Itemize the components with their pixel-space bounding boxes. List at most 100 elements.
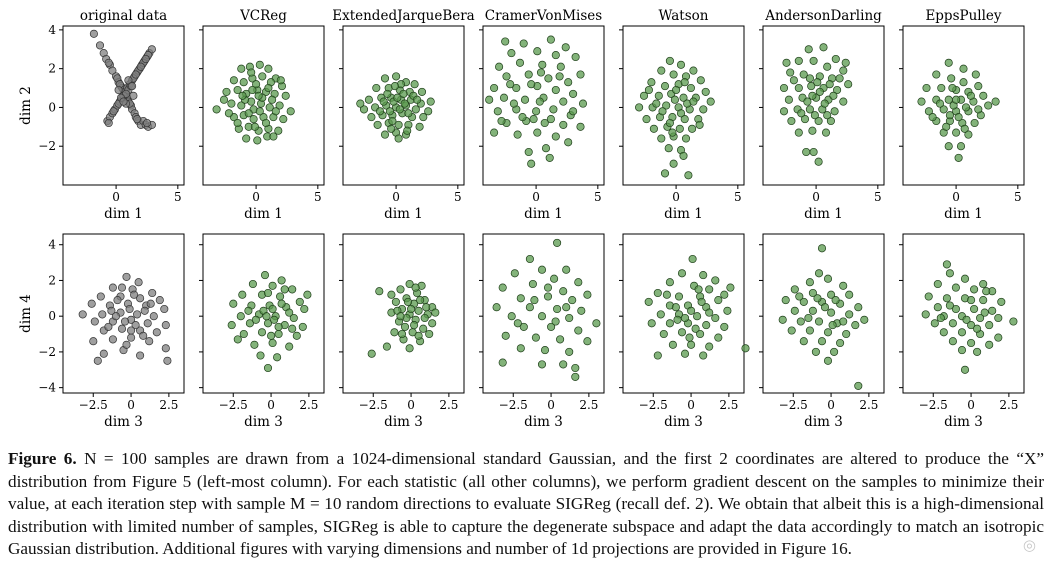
x-tick-label: −2.5 bbox=[779, 398, 808, 412]
data-point bbox=[147, 45, 156, 54]
data-point bbox=[89, 29, 98, 38]
data-point bbox=[687, 306, 696, 315]
data-point bbox=[149, 312, 158, 321]
x-tick-label: 0 bbox=[127, 398, 135, 412]
data-point bbox=[111, 312, 120, 321]
data-point bbox=[253, 136, 262, 145]
data-point bbox=[263, 288, 273, 298]
data-point bbox=[257, 328, 267, 337]
data-point bbox=[988, 306, 997, 315]
data-point bbox=[984, 101, 993, 110]
data-point bbox=[799, 337, 808, 346]
x-axis-label: dim 3 bbox=[804, 414, 843, 430]
data-point bbox=[142, 118, 152, 128]
data-point bbox=[789, 76, 798, 85]
data-point bbox=[397, 329, 407, 339]
panel-title: AndersonDarling bbox=[764, 8, 882, 24]
data-point bbox=[403, 126, 412, 135]
data-point bbox=[238, 91, 247, 100]
data-point bbox=[942, 294, 951, 303]
data-point bbox=[529, 115, 538, 124]
panel-2: 0 5 VCReg dim 1 bbox=[199, 8, 325, 222]
data-point bbox=[264, 83, 273, 93]
watermark: ◎ bbox=[1022, 536, 1036, 554]
data-point bbox=[675, 124, 684, 133]
data-point bbox=[387, 290, 396, 299]
data-point bbox=[701, 87, 710, 96]
data-point bbox=[107, 306, 116, 315]
data-point bbox=[556, 62, 565, 71]
data-point bbox=[967, 296, 976, 305]
data-point bbox=[146, 299, 155, 308]
data-point bbox=[288, 285, 297, 294]
data-point bbox=[242, 134, 251, 143]
data-point bbox=[256, 351, 265, 360]
data-point bbox=[543, 292, 553, 301]
x-axis-label: dim 1 bbox=[244, 206, 283, 222]
data-point bbox=[635, 103, 644, 112]
data-point bbox=[417, 87, 427, 96]
data-point bbox=[244, 109, 253, 118]
data-point bbox=[524, 70, 533, 79]
data-point bbox=[676, 60, 686, 69]
data-point bbox=[89, 337, 98, 346]
data-point bbox=[945, 111, 954, 120]
data-point bbox=[592, 319, 601, 328]
x-axis-label: dim 1 bbox=[804, 206, 843, 222]
data-point bbox=[545, 153, 554, 162]
data-point bbox=[93, 356, 102, 365]
data-point bbox=[569, 107, 578, 116]
data-point bbox=[583, 337, 592, 346]
data-point bbox=[677, 328, 687, 337]
data-point bbox=[917, 97, 926, 106]
data-point bbox=[669, 159, 678, 168]
data-point bbox=[571, 363, 580, 373]
y-tick-label: 2 bbox=[48, 62, 56, 76]
data-point bbox=[502, 72, 511, 81]
data-point bbox=[269, 132, 278, 141]
data-point bbox=[239, 78, 248, 87]
x-axis-label: dim 1 bbox=[384, 206, 423, 222]
data-point bbox=[411, 105, 420, 114]
y-axis-label: dim 4 bbox=[18, 294, 34, 333]
data-point bbox=[227, 321, 236, 330]
data-point bbox=[268, 304, 277, 314]
data-point bbox=[954, 153, 963, 162]
data-point bbox=[385, 107, 394, 116]
data-point bbox=[680, 115, 689, 124]
data-point bbox=[109, 107, 118, 116]
x-tick-label: 0 bbox=[252, 190, 260, 204]
data-point bbox=[576, 70, 585, 79]
data-point bbox=[426, 97, 435, 106]
data-point bbox=[399, 89, 408, 98]
data-point bbox=[375, 287, 384, 296]
data-point bbox=[808, 288, 817, 298]
data-point bbox=[787, 326, 796, 335]
data-point bbox=[671, 303, 680, 312]
data-point bbox=[685, 333, 694, 342]
x-tick-label: −2.5 bbox=[79, 398, 108, 412]
data-point bbox=[255, 107, 264, 116]
data-point bbox=[803, 97, 812, 106]
data-point bbox=[686, 83, 695, 93]
data-point bbox=[960, 365, 970, 374]
data-point bbox=[507, 49, 516, 58]
x-axis-label: dim 3 bbox=[664, 414, 703, 430]
x-tick-label: 0 bbox=[967, 398, 975, 412]
data-point bbox=[541, 144, 551, 153]
data-point bbox=[387, 124, 396, 133]
x-tick-label: 5 bbox=[874, 190, 882, 204]
data-point bbox=[939, 105, 948, 114]
data-point bbox=[565, 313, 574, 323]
data-point bbox=[509, 99, 518, 108]
data-point bbox=[680, 313, 690, 323]
data-point bbox=[104, 322, 113, 331]
data-point bbox=[985, 321, 994, 330]
data-point bbox=[237, 101, 246, 110]
panel-6: 0 5 AndersonDarling dim 1 bbox=[759, 8, 885, 222]
data-point bbox=[702, 321, 711, 330]
data-point bbox=[668, 128, 677, 137]
data-point bbox=[835, 74, 844, 83]
data-point bbox=[799, 297, 808, 306]
data-point bbox=[970, 285, 979, 294]
